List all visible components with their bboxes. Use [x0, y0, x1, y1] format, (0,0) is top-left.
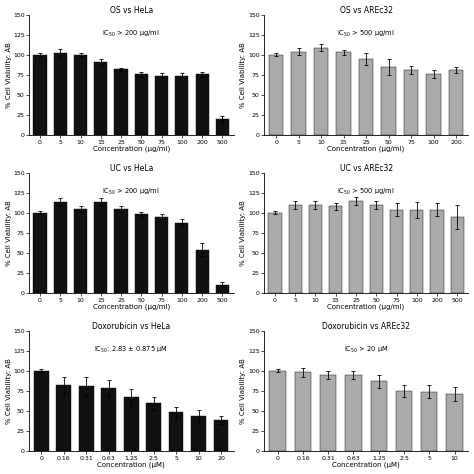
Text: IC$_{50}$ > 500 μg/ml: IC$_{50}$ > 500 μg/ml	[337, 187, 395, 197]
Title: Doxorubicin vs HeLa: Doxorubicin vs HeLa	[92, 321, 170, 330]
X-axis label: Concentration (μg/ml): Concentration (μg/ml)	[328, 146, 405, 153]
Bar	[345, 375, 362, 451]
Bar	[329, 207, 342, 293]
X-axis label: Concentration (μM): Concentration (μM)	[332, 462, 400, 468]
X-axis label: Concentration (μg/ml): Concentration (μg/ml)	[92, 146, 170, 153]
Bar	[381, 67, 396, 136]
Bar	[404, 70, 419, 136]
Bar	[74, 55, 87, 136]
X-axis label: Concentration (μM): Concentration (μM)	[97, 462, 165, 468]
X-axis label: Concentration (μg/ml): Concentration (μg/ml)	[92, 304, 170, 310]
Bar	[268, 213, 282, 293]
Bar	[269, 371, 286, 451]
Bar	[115, 69, 128, 136]
Bar	[155, 217, 168, 293]
Bar	[175, 76, 189, 136]
Bar	[34, 213, 46, 293]
Bar	[359, 59, 374, 136]
Bar	[269, 55, 283, 136]
Bar	[292, 52, 306, 136]
Title: UC vs AREc32: UC vs AREc32	[339, 164, 392, 173]
Bar	[314, 48, 328, 136]
Bar	[169, 412, 183, 451]
Title: OS vs HeLa: OS vs HeLa	[109, 6, 153, 15]
Bar	[124, 398, 138, 451]
Bar	[449, 70, 464, 136]
Bar	[214, 420, 228, 451]
Title: OS vs AREc32: OS vs AREc32	[339, 6, 392, 15]
Title: Doxorubicin vs AREc32: Doxorubicin vs AREc32	[322, 321, 410, 330]
Bar	[101, 388, 116, 451]
Bar	[155, 76, 168, 136]
Y-axis label: % Cell Viability: AB: % Cell Viability: AB	[6, 42, 11, 108]
Bar	[295, 373, 311, 451]
Bar	[370, 205, 383, 293]
Bar	[337, 53, 351, 136]
Bar	[146, 403, 161, 451]
Y-axis label: % Cell Viability: AB: % Cell Viability: AB	[6, 358, 11, 424]
Bar	[396, 391, 412, 451]
Bar	[54, 202, 67, 293]
Text: IC$_{50}$ > 200 μg/ml: IC$_{50}$ > 200 μg/ml	[102, 29, 160, 39]
Bar	[34, 371, 48, 451]
Bar	[289, 205, 302, 293]
Y-axis label: % Cell Viability: AB: % Cell Viability: AB	[240, 358, 246, 424]
Bar	[426, 74, 441, 136]
Bar	[74, 209, 87, 293]
Text: IC$_{50}$ > 500 μg/ml: IC$_{50}$ > 500 μg/ml	[337, 29, 395, 39]
Bar	[410, 210, 423, 293]
Bar	[79, 386, 93, 451]
Bar	[94, 202, 108, 293]
Text: IC$_{50}$ > 200 μg/ml: IC$_{50}$ > 200 μg/ml	[102, 187, 160, 197]
Bar	[430, 210, 444, 293]
Title: UC vs HeLa: UC vs HeLa	[109, 164, 153, 173]
Bar	[175, 223, 189, 293]
Bar	[451, 217, 464, 293]
Bar	[349, 201, 363, 293]
Bar	[390, 210, 403, 293]
Bar	[135, 215, 148, 293]
Bar	[216, 284, 229, 293]
Bar	[196, 74, 209, 136]
Bar	[34, 55, 46, 136]
Bar	[94, 62, 108, 136]
Bar	[196, 250, 209, 293]
Bar	[191, 416, 206, 451]
Y-axis label: % Cell Viability: AB: % Cell Viability: AB	[240, 42, 246, 108]
X-axis label: Concentration (μg/ml): Concentration (μg/ml)	[328, 304, 405, 310]
Text: IC$_{50}$: 2.83 ± 0.875 μM: IC$_{50}$: 2.83 ± 0.875 μM	[94, 345, 168, 356]
Text: IC$_{50}$ > 20 μM: IC$_{50}$ > 20 μM	[344, 345, 388, 356]
Bar	[115, 209, 128, 293]
Bar	[371, 382, 387, 451]
Bar	[320, 375, 337, 451]
Bar	[56, 384, 71, 451]
Bar	[216, 119, 229, 136]
Bar	[135, 74, 148, 136]
Bar	[54, 53, 67, 136]
Bar	[421, 392, 438, 451]
Y-axis label: % Cell Viability: AB: % Cell Viability: AB	[6, 200, 11, 266]
Y-axis label: % Cell Viability: AB: % Cell Viability: AB	[240, 200, 246, 266]
Bar	[447, 394, 463, 451]
Bar	[309, 205, 322, 293]
